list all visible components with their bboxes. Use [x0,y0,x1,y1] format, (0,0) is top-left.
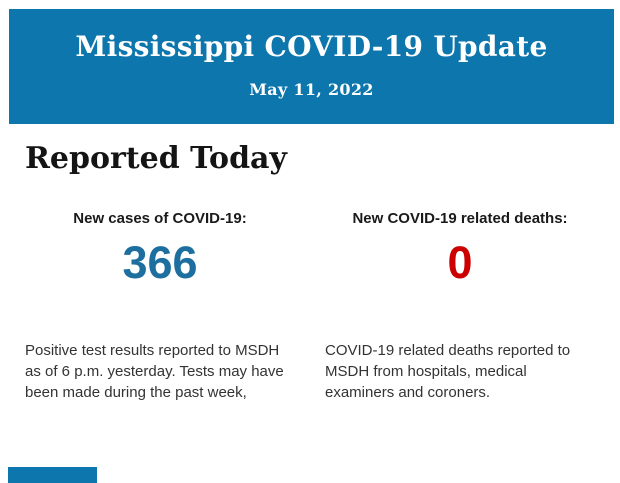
new-cases-description: Positive test results reported to MSDH a… [25,342,284,401]
new-deaths-description: COVID-19 related deaths reported to MSDH… [325,342,571,401]
new-cases-label: New cases of COVID-19: [73,210,247,227]
report-date: May 11, 2022 [249,80,374,99]
section-heading: Reported Today [25,141,287,176]
new-deaths-label: New COVID-19 related deaths: [352,210,568,227]
header-banner: Mississippi COVID-19 Update May 11, 2022 [9,9,614,124]
stats-grid: New cases of COVID-19: 366 Positive test… [25,210,595,403]
next-section-partial-edge [8,467,97,483]
page-title: Mississippi COVID-19 Update [75,30,548,63]
stat-new-deaths: New COVID-19 related deaths: 0 COVID-19 … [325,210,595,403]
new-cases-value: 366 [122,237,198,288]
stat-new-cases: New cases of COVID-19: 366 Positive test… [25,210,295,403]
new-deaths-value: 0 [447,237,473,288]
